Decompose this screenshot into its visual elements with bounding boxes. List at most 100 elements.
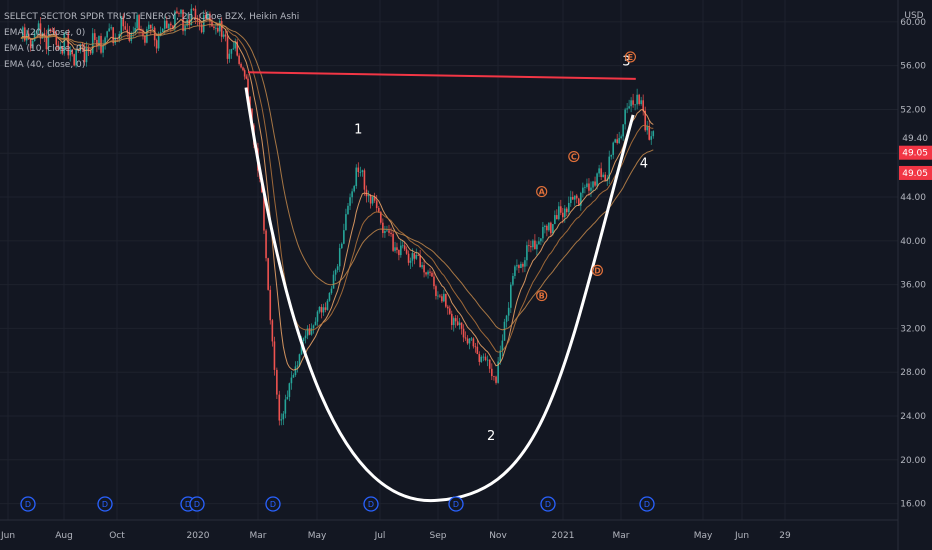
candle-body — [310, 328, 313, 335]
candle-body — [564, 208, 566, 218]
candle-body — [110, 27, 112, 29]
candle-body — [486, 359, 489, 361]
x-tick-label: May — [308, 531, 327, 541]
candle-body — [357, 167, 360, 173]
candle-body — [626, 108, 628, 110]
candle-body — [622, 124, 624, 137]
candle-body — [71, 49, 73, 55]
elliott-circle — [536, 289, 548, 302]
candle-body — [220, 20, 223, 37]
dividend-letter: D — [194, 500, 200, 509]
candle-body — [377, 208, 380, 212]
candle-body — [328, 292, 331, 301]
candle-body — [45, 35, 48, 50]
candle-body — [401, 245, 404, 247]
candle-body — [31, 40, 34, 49]
candle-body — [484, 356, 487, 361]
candle-body — [616, 139, 618, 143]
candle-body — [632, 100, 634, 105]
candle-body — [211, 21, 213, 27]
ema20-line — [20, 20, 654, 353]
candle-body — [43, 33, 46, 36]
candle-body — [324, 307, 327, 310]
candle-body — [577, 198, 580, 206]
dividend-marker: D — [265, 496, 281, 512]
cup-curve — [244, 87, 635, 503]
candle-body — [546, 225, 548, 231]
candle-body — [569, 196, 572, 203]
price-tag-bg — [899, 130, 932, 145]
candle-body — [474, 346, 477, 348]
candle-body — [265, 230, 267, 259]
elliott-label-A: A — [536, 185, 548, 198]
candle-body — [488, 359, 491, 369]
candle-body — [470, 338, 473, 340]
ema40-line — [20, 23, 654, 331]
candle-body — [312, 325, 315, 329]
candle-body — [23, 27, 26, 41]
y-tick-label: 20.00 — [900, 456, 926, 466]
candle-body — [134, 27, 136, 33]
dividend-letter: D — [270, 500, 276, 509]
candle-body — [375, 200, 378, 209]
candle-body — [240, 63, 242, 68]
candle-body — [269, 289, 272, 321]
candle-body — [168, 23, 170, 29]
candle-body — [638, 94, 640, 105]
dividend-letter: D — [368, 500, 374, 509]
candle-body — [373, 196, 376, 201]
candle-body — [334, 269, 337, 275]
elliott-circle — [591, 264, 604, 276]
candle-body — [108, 28, 110, 32]
candle-body — [388, 230, 390, 233]
candle-body — [582, 187, 584, 193]
candle-body — [640, 100, 642, 105]
candle-body — [598, 168, 600, 174]
candle-body — [526, 245, 528, 261]
candle-body — [29, 39, 32, 49]
candle-body — [345, 214, 347, 231]
dividend-circle — [540, 496, 556, 512]
candle-body — [294, 366, 297, 376]
candle-body — [243, 70, 246, 77]
candle-body — [600, 168, 602, 178]
candle-body — [22, 27, 24, 39]
candle-body — [267, 258, 269, 290]
x-tick-label: Jun — [0, 531, 15, 541]
candle-body — [155, 40, 158, 49]
candle-body — [232, 48, 235, 50]
y-tick-label: 24.00 — [900, 412, 926, 422]
dividend-letter: D — [545, 500, 551, 509]
candle-body — [642, 100, 644, 111]
candle-body — [326, 300, 329, 310]
elliott-labels: A B C D E — [536, 51, 637, 302]
candle-body — [153, 27, 156, 41]
candle-body — [472, 338, 475, 347]
candle-body — [55, 32, 58, 45]
candle-body — [292, 375, 295, 378]
candle-body — [602, 174, 604, 178]
candle-body — [298, 354, 301, 366]
candle-body — [190, 8, 193, 26]
dividend-circle — [265, 496, 281, 512]
grid-lines — [0, 0, 898, 520]
candle-body — [624, 109, 626, 125]
candle-body — [507, 307, 510, 316]
candle-body — [382, 222, 384, 234]
candle-body — [441, 296, 443, 302]
candle-body — [562, 212, 564, 218]
candle-body — [343, 230, 345, 244]
candle-body — [596, 173, 598, 186]
dividend-circle — [20, 496, 36, 512]
x-tick-label: Mar — [613, 531, 630, 541]
dividend-marker: D — [189, 496, 205, 512]
candle-body — [384, 230, 386, 234]
candle-body — [104, 37, 106, 45]
candle-body — [620, 136, 622, 139]
candle-body — [236, 41, 238, 56]
candle-body — [628, 106, 630, 109]
candle-body — [192, 8, 195, 10]
candle-body — [278, 394, 281, 421]
